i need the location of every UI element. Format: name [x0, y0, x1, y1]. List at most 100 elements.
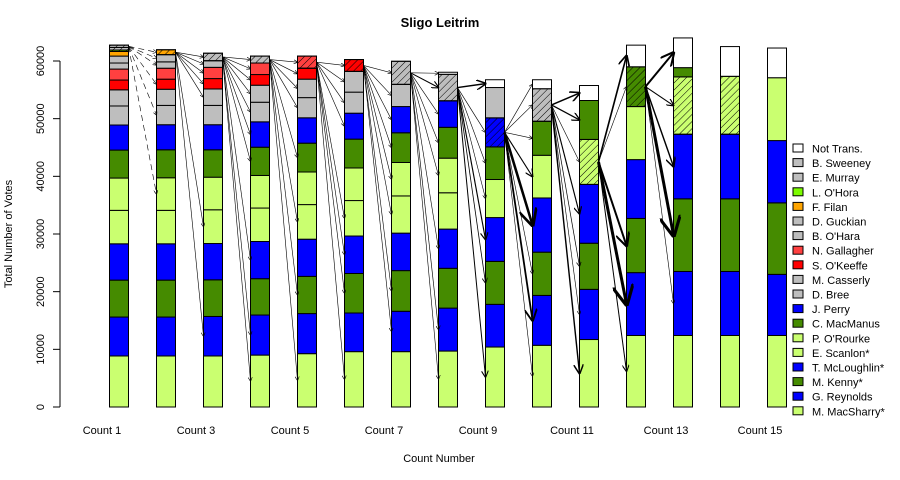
- transfer-arrow: [645, 86, 674, 304]
- bar-segment: [297, 67, 317, 80]
- legend-swatch: [792, 406, 804, 416]
- bar-segment: [297, 313, 317, 355]
- transfer-arrow: [222, 56, 251, 112]
- transfer-arrow: [363, 65, 392, 147]
- legend-swatch: [792, 201, 804, 211]
- transfer-arrow: [551, 104, 580, 120]
- bar-segment: [156, 78, 176, 90]
- bar-segment-hatch: [391, 60, 411, 85]
- legend-label: M. MacSharry*: [812, 406, 885, 418]
- bar-segment: [109, 243, 129, 281]
- bar-segment: [767, 140, 787, 204]
- transfer-arrow: [410, 72, 439, 114]
- legend-label: J. Perry: [812, 304, 850, 316]
- transfer-arrows: [128, 46, 674, 381]
- transfer-arrow: [551, 104, 580, 162]
- legend-swatch: [792, 143, 804, 153]
- bar-segment: [250, 278, 270, 316]
- transfer-arrow: [222, 56, 251, 381]
- bar-segment: [438, 267, 458, 309]
- bar-segment: [109, 79, 129, 91]
- transfer-arrow: [457, 87, 486, 377]
- bar-segment: [109, 55, 129, 64]
- bar-segment: [344, 312, 364, 353]
- bar-segment: [109, 68, 129, 81]
- bar-segment: [720, 133, 740, 200]
- transfer-arrow: [222, 56, 251, 80]
- transfer-arrow: [504, 132, 533, 176]
- bar-stack: [250, 55, 270, 408]
- bar-segment: [485, 217, 505, 262]
- bar-segment: [532, 344, 552, 408]
- bar-segment-hatch: [532, 88, 552, 122]
- legend-swatch: [792, 260, 804, 270]
- bar-segment: [297, 78, 317, 99]
- bar-segment: [767, 77, 787, 142]
- bar-segment: [532, 120, 552, 156]
- bar-segment: [203, 279, 223, 317]
- transfer-arrow: [550, 104, 580, 214]
- bar-segment: [203, 149, 223, 178]
- transfer-arrow: [128, 46, 157, 84]
- transfer-arrow: [316, 62, 345, 293]
- bar-segment: [297, 97, 317, 119]
- bar-segment: [109, 209, 129, 245]
- transfer-arrow: [363, 65, 392, 72]
- bar-segment: [438, 228, 458, 269]
- bar-segment-hatch: [250, 55, 270, 64]
- bar-segment-hatch: [156, 49, 176, 56]
- transfer-arrow: [598, 87, 627, 163]
- legend-swatch: [792, 187, 804, 197]
- legend-label: T. McLoughlin*: [812, 363, 885, 375]
- y-tick-label: 50000: [35, 103, 47, 134]
- bar-stack: [720, 46, 740, 408]
- x-tick-label: Count 15: [738, 425, 783, 437]
- transfer-arrow: [551, 104, 580, 266]
- transfer-arrow: [175, 52, 204, 97]
- transfer-arrow: [316, 62, 345, 126]
- bar-segment: [532, 154, 552, 199]
- bar-segment: [109, 105, 129, 126]
- bar-segment: [485, 146, 505, 181]
- transfer-arrow: [316, 62, 345, 255]
- transfer-arrow: [316, 62, 345, 218]
- transfer-arrow: [645, 86, 674, 106]
- transfer-arrow: [363, 65, 392, 179]
- bar-segment: [720, 270, 740, 336]
- bar-stack: [626, 44, 646, 408]
- transfer-arrow: [222, 56, 251, 135]
- bar-segment: [109, 62, 129, 70]
- legend-swatch: [792, 377, 804, 387]
- legend-swatch: [792, 391, 804, 401]
- bar-segment-hatch: [438, 73, 458, 102]
- transfer-arrow: [410, 72, 439, 143]
- bar-segment: [391, 132, 411, 163]
- bar-segment: [203, 78, 223, 90]
- transfer-arrow: [456, 87, 486, 240]
- transfer-arrow: [269, 59, 298, 381]
- bar-segment: [344, 70, 364, 93]
- legend-label: C. MacManus: [812, 319, 880, 331]
- transfer-arrow: [316, 61, 345, 82]
- bar-segment: [250, 314, 270, 356]
- transfer-arrow: [128, 46, 157, 65]
- transfer-arrow: [269, 59, 298, 222]
- transfer-arrow: [457, 87, 486, 164]
- legend-label: L. O'Hora: [812, 187, 860, 199]
- transfer-arrow: [222, 56, 251, 94]
- legend-label: M. Casserly: [812, 275, 871, 287]
- transfer-arrow: [644, 53, 674, 88]
- bar-segment: [391, 351, 411, 408]
- x-axis-label: Count Number: [403, 453, 475, 465]
- y-tick-label: 20000: [35, 276, 47, 307]
- bar-segment: [532, 294, 552, 346]
- bars: [109, 37, 787, 408]
- legend-swatch: [792, 158, 804, 168]
- bar-segment: [673, 37, 693, 69]
- bar-segment: [579, 339, 599, 408]
- transfer-arrow: [316, 62, 345, 379]
- bar-segment: [673, 270, 693, 336]
- legend-swatch: [792, 245, 804, 255]
- transfer-arrow: [551, 93, 580, 106]
